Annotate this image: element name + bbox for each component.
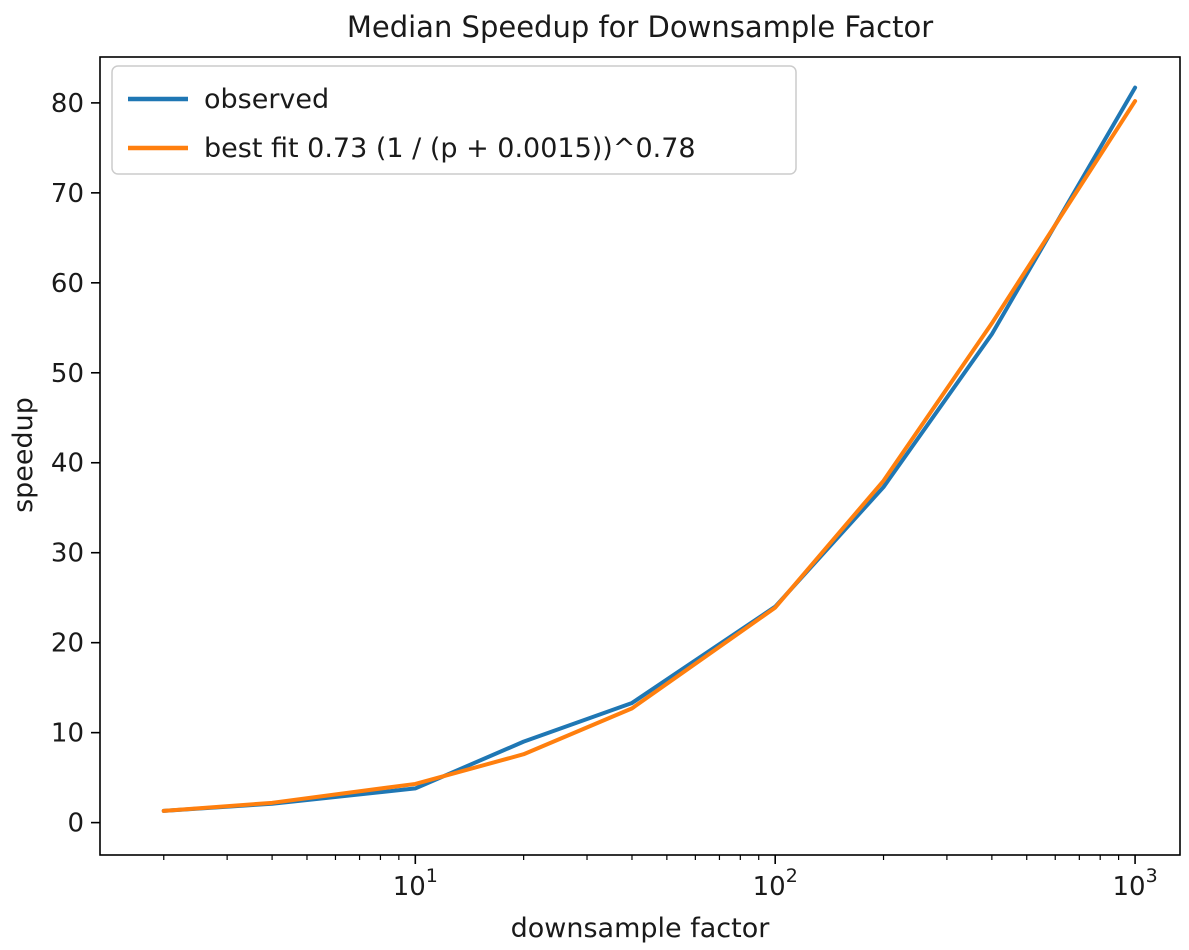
legend-box: [111, 65, 797, 175]
chart-title: Median Speedup for Downsample Factor: [347, 10, 933, 44]
y-tick-label: 80: [51, 89, 84, 119]
x-tick-label: 101: [393, 865, 438, 902]
y-tick-label: 50: [51, 359, 84, 389]
y-tick-label: 60: [51, 269, 84, 299]
x-axis-label: downsample factor: [511, 913, 771, 944]
y-tick-label: 40: [51, 449, 84, 479]
x-tick-label: 102: [753, 865, 798, 902]
y-tick-label: 20: [51, 629, 84, 659]
y-tick-label: 10: [51, 719, 84, 749]
legend-label: best fit 0.73 (1 / (p + 0.0015))^0.78: [204, 133, 696, 164]
series-line-observed: [161, 85, 1138, 813]
y-tick-label: 0: [67, 809, 84, 839]
y-axis-label: speedup: [8, 397, 39, 513]
y-tick-label: 70: [51, 179, 84, 209]
plot-border: [99, 56, 1181, 856]
legend: observed best fit 0.73 (1 / (p + 0.0015))…: [111, 65, 797, 175]
plot-area: 101 102 103 0 10 20 30 40 50 60 70 80 observed best f…: [51, 56, 1181, 902]
x-tick-label: 103: [1112, 865, 1157, 902]
series-line-best-fit: [161, 99, 1138, 813]
y-tick-label: 30: [51, 539, 84, 569]
legend-label: observed: [204, 84, 329, 115]
